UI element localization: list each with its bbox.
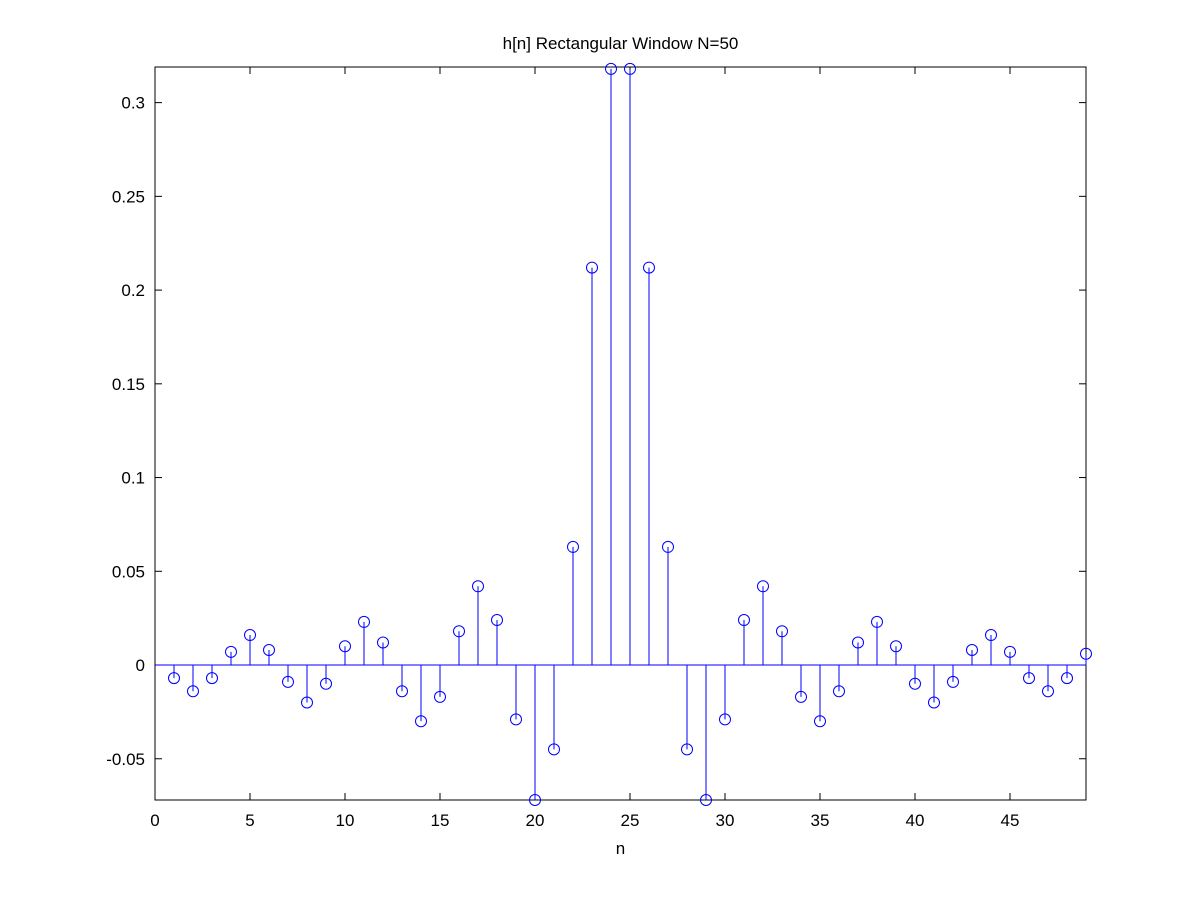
plot-frame [154,66,1087,801]
stem-marker [472,580,484,593]
x-tick-label: 35 [811,811,830,830]
stem-marker [681,743,693,756]
stem-marker [700,794,712,806]
x-tick-label: 40 [906,811,925,830]
stem-marker [1061,672,1073,685]
stem-marker [776,625,788,638]
stem-marker [852,636,864,649]
y-tick-label: 0.1 [121,469,145,488]
stem-marker [757,580,769,593]
stems [173,68,1087,800]
stem-marker [738,614,750,627]
y-tick-label: -0.05 [106,750,145,769]
stem-marker [890,640,902,653]
stem-marker [928,696,940,709]
stem-marker [795,690,807,703]
x-tick-label: 25 [621,811,640,830]
x-tick-label: 20 [526,811,545,830]
stem-marker [605,62,617,75]
stem-marker [567,540,579,553]
stem-marker [320,677,332,690]
stem-marker [168,672,180,685]
stem-marker [624,62,636,75]
stem-marker [947,675,959,688]
stem-marker [301,696,313,709]
x-tick-label: 15 [431,811,450,830]
stem-marker [1042,685,1054,698]
stem-marker [1023,672,1035,685]
stem-marker [510,713,522,726]
stem-marker [263,644,275,657]
stem-marker [719,713,731,726]
stem-marker [662,540,674,553]
stem-marker [244,629,256,642]
markers [168,62,1092,806]
x-tick-label: 45 [1001,811,1020,830]
stem-marker [282,675,294,688]
y-tick-label: 0.2 [121,281,145,300]
stem-marker [358,615,370,628]
x-axis-label: n [616,839,625,858]
x-tick-label: 30 [716,811,735,830]
x-tick-label: 0 [150,811,159,830]
stem-marker [491,614,503,627]
stem-marker [1080,647,1092,660]
stem-marker [586,261,598,274]
chart-title: h[n] Rectangular Window N=50 [503,34,739,53]
stem-marker [529,794,541,806]
stem-marker [548,743,560,756]
x-tick-label: 10 [336,811,355,830]
stem-marker [833,685,845,698]
stem-marker [985,629,997,642]
y-tick-label: 0.25 [112,187,145,206]
axis-ticks: 0 5 10 15 20 25 30 35 40 45 -0.05 0 0.05 0.1 0.15 0.2 0.… [106,67,1086,830]
stem-marker [909,677,921,690]
stem-marker [187,685,199,698]
stem-marker [434,690,446,703]
stem-marker [396,685,408,698]
stem-marker [415,715,427,728]
y-tick-label: 0.3 [121,94,145,113]
y-tick-label: 0.15 [112,375,145,394]
stem-marker [206,672,218,685]
stem-marker [339,640,351,653]
stem-marker [453,625,465,638]
stem-marker [814,715,826,728]
y-tick-label: 0.05 [112,562,145,581]
stem-marker [871,615,883,628]
stem-marker [966,644,978,657]
stem-marker [225,645,237,658]
y-tick-label: 0 [136,656,145,675]
stem-marker [1004,645,1016,658]
stem-marker [377,636,389,649]
x-tick-label: 5 [245,811,254,830]
stem-marker [643,261,655,274]
